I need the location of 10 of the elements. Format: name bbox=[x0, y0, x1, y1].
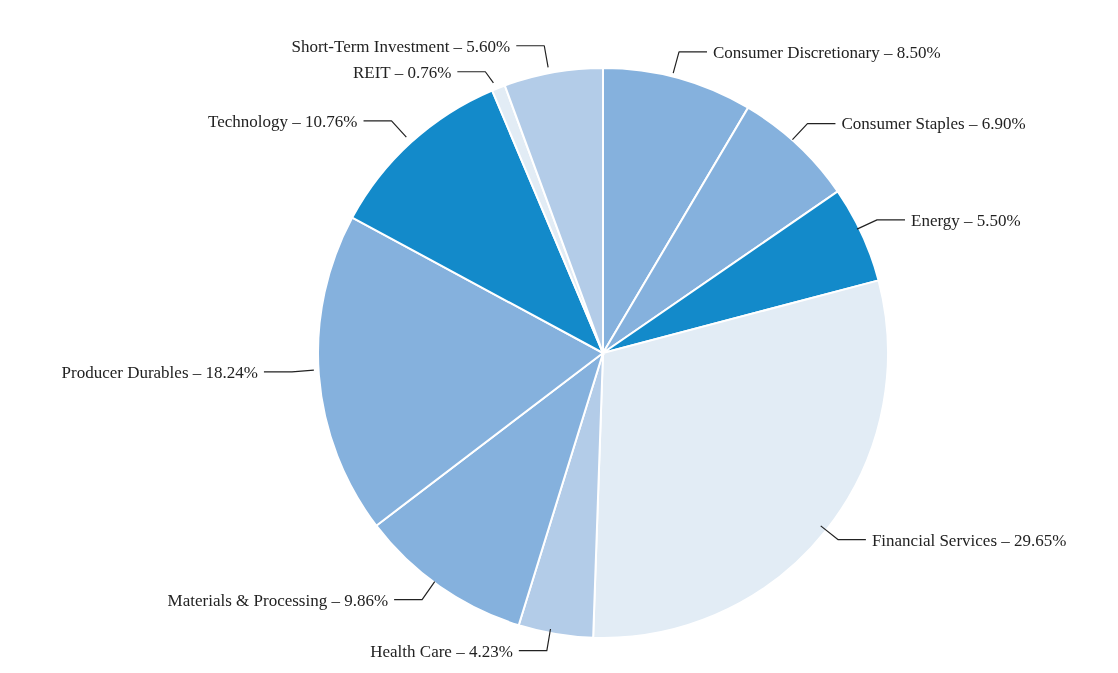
slice-label: Consumer Discretionary – 8.50% bbox=[713, 42, 941, 62]
slice-label: Short-Term Investment – 5.60% bbox=[291, 36, 511, 56]
slice-label: Materials & Processing – 9.86% bbox=[167, 590, 389, 610]
slice-label: Financial Services – 29.65% bbox=[871, 530, 1067, 550]
slice-label: REIT – 0.76% bbox=[352, 62, 452, 82]
slice-label: Energy – 5.50% bbox=[911, 210, 1021, 230]
slice-label: Health Care – 4.23% bbox=[370, 641, 513, 661]
slice-label: Consumer Staples – 6.90% bbox=[841, 114, 1026, 134]
slice-label: Producer Durables – 18.24% bbox=[61, 362, 258, 382]
slice-label: Technology – 10.76% bbox=[208, 111, 358, 131]
